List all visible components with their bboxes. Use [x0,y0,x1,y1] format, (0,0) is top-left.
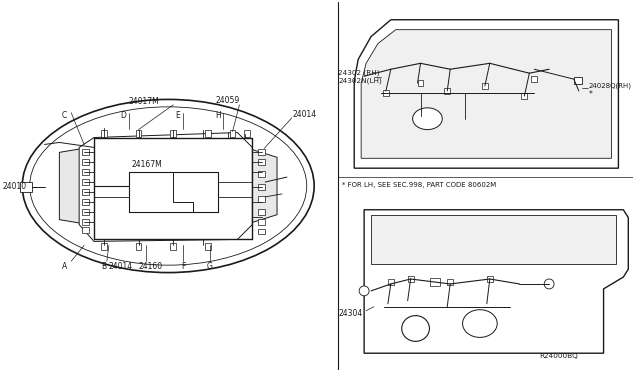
Text: 24167M: 24167M [131,160,162,169]
Bar [487,276,493,282]
Polygon shape [60,147,89,225]
Ellipse shape [463,310,497,337]
Bar [244,129,250,137]
Bar [82,150,89,155]
Bar [444,88,450,94]
Text: G: G [207,262,212,271]
Bar [522,93,527,99]
Bar [82,159,89,165]
Bar [259,171,265,177]
Bar [259,184,265,190]
Polygon shape [361,30,611,158]
Text: 24014: 24014 [293,110,317,119]
Text: E: E [176,111,180,120]
Polygon shape [245,147,277,225]
Bar [101,129,107,137]
Bar [259,159,265,165]
Text: 24028Q(RH): 24028Q(RH) [589,83,632,89]
Text: A: A [61,262,67,271]
Bar [101,243,107,250]
Text: C: C [61,111,67,120]
Bar [82,169,89,175]
Text: 24160: 24160 [138,262,163,271]
Bar [230,129,236,137]
Bar [388,279,394,285]
Bar [82,227,89,232]
Bar [82,189,89,195]
Bar [482,83,488,89]
Text: 24010: 24010 [3,183,27,192]
Polygon shape [371,215,616,264]
Bar [205,243,211,250]
Bar [259,219,265,225]
Bar [170,129,176,137]
Bar [417,80,424,86]
Ellipse shape [413,108,442,129]
Bar [136,243,141,250]
Bar [170,243,176,250]
Bar [82,199,89,205]
Bar [447,279,453,285]
Bar [574,77,582,84]
Text: B: B [101,262,106,271]
Bar [408,276,413,282]
Bar [82,209,89,215]
Bar [82,179,89,185]
Ellipse shape [402,315,429,341]
Circle shape [359,286,369,296]
Bar [20,182,31,192]
Text: 24302N(LH): 24302N(LH) [339,78,382,84]
Text: D: D [121,111,127,120]
Text: H: H [215,111,221,120]
Polygon shape [79,132,252,241]
Bar [259,196,265,202]
Ellipse shape [22,99,314,273]
Bar [82,219,89,225]
Polygon shape [364,210,628,353]
Bar [259,150,265,155]
Bar [431,278,440,286]
Text: 24017M: 24017M [128,97,159,106]
Text: 24304: 24304 [339,309,363,318]
Text: * FOR LH, SEE SEC.998, PART CODE 80602M: * FOR LH, SEE SEC.998, PART CODE 80602M [342,182,497,188]
Circle shape [544,279,554,289]
Bar [136,129,141,137]
Bar [531,76,537,82]
Text: 24014: 24014 [109,262,133,271]
Text: R24000BQ: R24000BQ [540,353,578,359]
Text: 24059: 24059 [216,96,240,105]
Polygon shape [354,20,618,168]
Bar [383,90,389,96]
Text: F: F [181,262,185,271]
Bar [205,129,211,137]
Bar [259,209,265,215]
Text: *: * [589,90,593,99]
Text: 24302 (RH): 24302 (RH) [339,70,380,77]
Bar [259,228,265,234]
